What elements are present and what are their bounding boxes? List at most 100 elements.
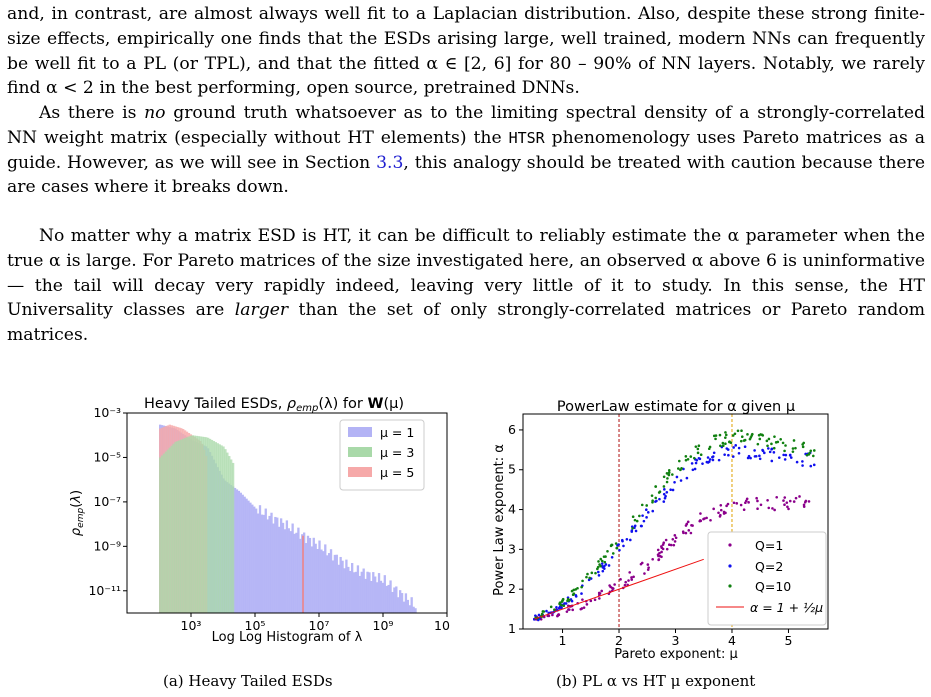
- x-tick-label: 10³: [181, 618, 202, 633]
- scatter-point: [537, 613, 541, 617]
- histogram-bar: [251, 504, 254, 613]
- scatter-point: [732, 446, 735, 449]
- histogram-bar: [322, 551, 325, 613]
- scatter-point: [647, 566, 650, 569]
- scatter-point: [633, 518, 637, 522]
- scatter-point: [641, 514, 644, 517]
- scatter-point: [808, 451, 811, 455]
- scatter-point: [540, 612, 544, 616]
- scatter-point: [669, 543, 673, 547]
- histogram-bar: [205, 437, 208, 613]
- scatter-point: [645, 516, 648, 519]
- scatter-point: [798, 495, 801, 498]
- scatter-point: [654, 485, 657, 488]
- histogram-bar: [233, 487, 237, 613]
- scatter-point: [729, 441, 733, 445]
- scatter-point: [624, 580, 627, 584]
- scatter-point: [761, 434, 765, 437]
- histogram-bar: [333, 554, 337, 613]
- histogram-bar: [374, 576, 377, 613]
- scatter-point: [813, 449, 816, 452]
- scatter-point: [717, 458, 721, 462]
- scatter-point: [687, 529, 691, 532]
- scatter-point: [767, 447, 770, 450]
- scatter-point: [724, 433, 728, 437]
- scatter-point: [610, 555, 614, 559]
- histogram-bar: [370, 580, 373, 613]
- scatter-point: [574, 595, 578, 598]
- scatter-point: [588, 576, 591, 580]
- scatter-point: [802, 441, 806, 445]
- scatter-point: [630, 576, 633, 579]
- histogram-bar: [174, 441, 177, 613]
- scatter-point: [656, 548, 660, 552]
- histogram-bar: [358, 575, 361, 613]
- y-tick-label: 10⁻⁷: [93, 494, 121, 509]
- histogram-bar: [404, 593, 408, 613]
- scatter-point: [608, 584, 611, 587]
- scatter-point: [770, 459, 774, 463]
- x-tick-label: 5: [784, 633, 792, 648]
- histogram-bar: [226, 452, 229, 613]
- histogram-bar: [320, 549, 323, 613]
- scatter-point: [678, 459, 681, 463]
- scatter-point: [582, 606, 586, 609]
- scatter-point: [601, 569, 605, 573]
- legend-item-q10: Q=10: [755, 579, 791, 594]
- scatter-point: [534, 614, 537, 617]
- scatter-point: [667, 471, 671, 474]
- histogram-bar: [387, 584, 390, 613]
- scatter-point: [541, 610, 545, 613]
- histogram-bar: [210, 439, 214, 613]
- scatter-point: [622, 544, 625, 548]
- scatter-point: [676, 467, 680, 470]
- histogram-bar: [293, 533, 296, 613]
- y-tick-label: 4: [508, 502, 516, 517]
- scatter-point: [801, 445, 805, 449]
- histogram-bar: [304, 543, 308, 613]
- scatter-point: [724, 431, 727, 434]
- scatter-point: [633, 524, 637, 528]
- scatter-point: [712, 451, 716, 455]
- histogram-bar: [362, 568, 365, 613]
- scatter-point: [671, 473, 674, 476]
- histogram-bar: [360, 571, 363, 613]
- scatter-point: [772, 451, 776, 454]
- figure-a-chart: Heavy Tailed ESDs, ρemp(λ) for W(μ) 10³ 1…: [69, 396, 450, 645]
- scatter-point: [685, 476, 689, 480]
- scatter-point: [667, 473, 671, 477]
- histogram-bar: [312, 537, 315, 613]
- scatter-point: [694, 445, 698, 448]
- histogram-bar: [337, 564, 340, 613]
- histogram-bar: [256, 513, 260, 613]
- scatter-point: [753, 449, 756, 452]
- scatter-point: [732, 501, 736, 505]
- scatter-point: [746, 433, 749, 436]
- scatter-point: [551, 613, 554, 617]
- y-tick-label: 2: [508, 581, 516, 596]
- histogram-bar: [247, 500, 250, 613]
- scatter-point: [596, 565, 600, 569]
- figure-a-caption: (a) Heavy Tailed ESDs: [163, 672, 333, 690]
- scatter-point: [671, 537, 675, 541]
- legend-item-q2: Q=2: [755, 559, 783, 574]
- y-tick-label: 6: [508, 422, 516, 437]
- scatter-point: [681, 530, 685, 533]
- scatter-point: [689, 531, 693, 535]
- scatter-point: [717, 511, 720, 515]
- scatter-point: [690, 523, 693, 527]
- scatter-point: [560, 606, 563, 610]
- scatter-point: [600, 589, 603, 593]
- scatter-point: [571, 608, 575, 612]
- x-tick-label: 10⁵: [245, 618, 266, 633]
- scatter-point: [634, 529, 638, 533]
- scatter-point: [654, 500, 657, 503]
- scatter-point: [719, 513, 722, 517]
- scatter-point: [664, 494, 667, 498]
- histogram-bar: [164, 451, 168, 613]
- scatter-point: [567, 608, 571, 611]
- scatter-point: [770, 442, 773, 446]
- scatter-point: [711, 455, 715, 458]
- scatter-point: [747, 454, 751, 458]
- section-link[interactable]: 3.3: [376, 152, 404, 173]
